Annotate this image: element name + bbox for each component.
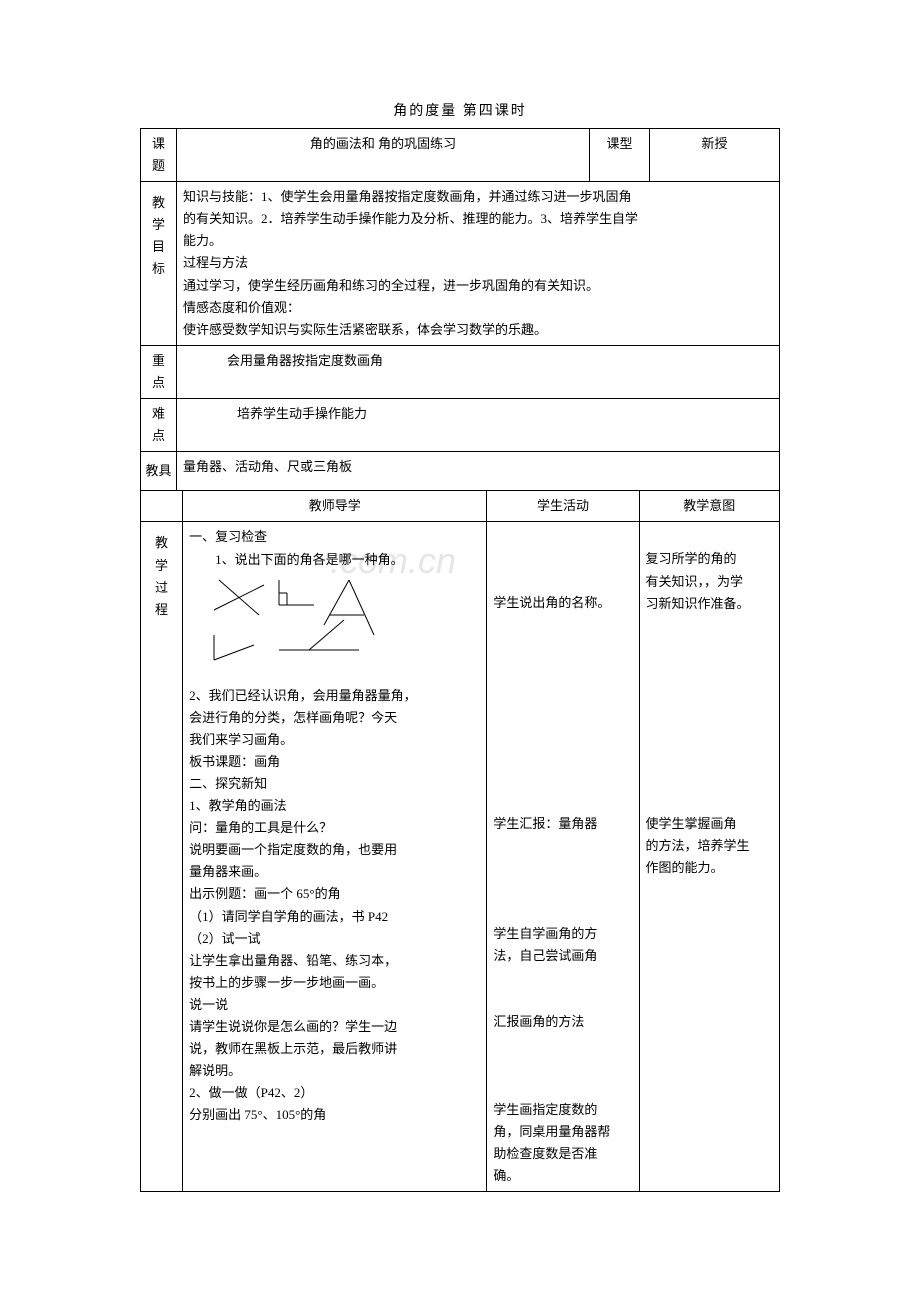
empty-cell	[141, 491, 183, 522]
teacher-line: 2、做一做（P42、2）	[189, 1082, 480, 1104]
teacher-line: 请学生说说你是怎么画的？学生一边	[189, 1016, 480, 1038]
student-line: 学生说出角的名称。	[493, 592, 632, 614]
student-line: 学生自学画角的方	[493, 923, 632, 945]
goal-line: 知识与技能：1、使学生会用量角器按指定度数画角，并通过练习进一步巩固角	[183, 186, 773, 208]
header-teacher: 教师导学	[183, 491, 487, 522]
label-difficulty: 难点	[141, 399, 177, 452]
teacher-line: 1、说出下面的角各是哪一种角。	[189, 549, 480, 571]
header-intent: 教学意图	[639, 491, 779, 522]
value-tools: 量角器、活动角、尺或三角板	[177, 452, 780, 491]
row-topic: 课题 角的画法和 角的巩固练习 课型 新授	[141, 129, 780, 182]
goal-line: 情感态度和价值观：	[183, 297, 773, 319]
teacher-line: 会进行角的分类，怎样画角呢？今天	[189, 707, 480, 729]
value-difficulty: 培养学生动手操作能力	[177, 399, 780, 452]
row-tools: 教具 量角器、活动角、尺或三角板	[141, 452, 780, 491]
teacher-line: 量角器来画。	[189, 861, 480, 883]
goal-line: 能力。	[183, 230, 773, 252]
teacher-line: 二、探究新知	[189, 773, 480, 795]
label-goal: 教 学 目 标	[141, 182, 177, 346]
teacher-line: 让学生拿出量角器、铅笔、练习本，	[189, 950, 480, 972]
row-difficulty: 难点 培养学生动手操作能力	[141, 399, 780, 452]
goal-char: 目	[147, 236, 170, 258]
process-char: 教	[147, 532, 176, 554]
goal-char: 教	[147, 192, 170, 214]
student-line: 助检查度数是否准	[493, 1143, 632, 1165]
teacher-line: 2、我们已经认识角，会用量角器量角，	[189, 685, 480, 707]
teacher-line: 说明要画一个指定度数的角，也要用	[189, 839, 480, 861]
intent-line: 复习所学的角的	[646, 548, 773, 570]
row-goal: 教 学 目 标 知识与技能：1、使学生会用量角器按指定度数画角，并通过练习进一步…	[141, 182, 780, 346]
teacher-line: 板书课题：画角	[189, 751, 480, 773]
intent-line: 作图的能力。	[646, 857, 773, 879]
intent-line: 的方法，培养学生	[646, 835, 773, 857]
process-char: 程	[147, 599, 176, 621]
value-key: 会用量角器按指定度数画角	[177, 345, 780, 398]
goal-line: 通过学习，使学生经历画角和练习的全过程，进一步巩固角的有关知识。	[183, 275, 773, 297]
row-key: 重点 会用量角器按指定度数画角	[141, 345, 780, 398]
lesson-plan-table: 课题 角的画法和 角的巩固练习 课型 新授 教 学 目 标 知识与技能：1、使学…	[140, 128, 780, 491]
student-line: 学生画指定度数的	[493, 1099, 632, 1121]
intent-line: 有关知识，，为学	[646, 571, 773, 593]
label-class-type: 课型	[590, 129, 650, 182]
value-topic: 角的画法和 角的巩固练习	[177, 129, 590, 182]
student-line: 角，同桌用量角器帮	[493, 1121, 632, 1143]
teacher-line: 一、复习检查	[189, 526, 480, 548]
row-process-body: 教 学 过 程 一、复习检查 1、说出下面的角各是哪一种角。 2、我们已经认识角…	[141, 522, 780, 1192]
student-line: 学生汇报：量角器	[493, 813, 632, 835]
row-process-header: 教师导学 学生活动 教学意图	[141, 491, 780, 522]
teacher-line: 说，教师在黑板上示范，最后教师讲	[189, 1038, 480, 1060]
teacher-line: 说一说	[189, 994, 480, 1016]
teacher-line: 分别画出 75°、105°的角	[189, 1104, 480, 1126]
student-line: 汇报画角的方法	[493, 1011, 632, 1033]
value-class-type: 新授	[650, 129, 780, 182]
teacher-line: 问：量角的工具是什么？	[189, 817, 480, 839]
goal-char: 学	[147, 214, 170, 236]
label-topic: 课题	[141, 129, 177, 182]
teacher-line: 解说明。	[189, 1060, 480, 1082]
goal-line: 过程与方法	[183, 252, 773, 274]
student-line: 确。	[493, 1165, 632, 1187]
teaching-intent: 复习所学的角的 有关知识，，为学 习新知识作准备。 使学生掌握画角 的方法，培养…	[639, 522, 779, 1192]
goal-line: 的有关知识。2．培养学生动手操作能力及分析、推理的能力。3、培养学生自学	[183, 208, 773, 230]
student-activity: 学生说出角的名称。 学生汇报：量角器 学生自学画角的方 法，自己尝试画角	[487, 522, 639, 1192]
header-student: 学生活动	[487, 491, 639, 522]
teacher-line: 按书上的步骤一步一步地画一画。	[189, 972, 480, 994]
teacher-guidance: 一、复习检查 1、说出下面的角各是哪一种角。 2、我们已经认识角，会用量角器量角…	[183, 522, 487, 1192]
value-goal: 知识与技能：1、使学生会用量角器按指定度数画角，并通过练习进一步巩固角 的有关知…	[177, 182, 780, 346]
student-line: 法，自己尝试画角	[493, 945, 632, 967]
teacher-line: （2）试一试	[189, 928, 480, 950]
goal-char: 标	[147, 258, 170, 280]
label-key: 重点	[141, 345, 177, 398]
teacher-line: 1、教学角的画法	[189, 795, 480, 817]
intent-line: 使学生掌握画角	[646, 813, 773, 835]
process-table: 教师导学 学生活动 教学意图 教 学 过 程 一、复习检查 1、说出下面的角各是…	[140, 491, 780, 1192]
goal-line: 使许感受数学知识与实际生活紧密联系，体会学习数学的乐趣。	[183, 319, 773, 341]
page-title: 角的度量 第四课时	[140, 100, 780, 120]
label-tools: 教具	[141, 452, 177, 491]
label-process: 教 学 过 程	[141, 522, 183, 1192]
process-char: 过	[147, 577, 176, 599]
teacher-line: 出示例题：画一个 65°的角	[189, 883, 480, 905]
process-char: 学	[147, 555, 176, 577]
angle-diagram	[209, 575, 409, 665]
intent-line: 习新知识作准备。	[646, 593, 773, 615]
teacher-line: 我们来学习画角。	[189, 729, 480, 751]
teacher-line: （1）请同学自学角的画法，书 P42	[189, 906, 480, 928]
